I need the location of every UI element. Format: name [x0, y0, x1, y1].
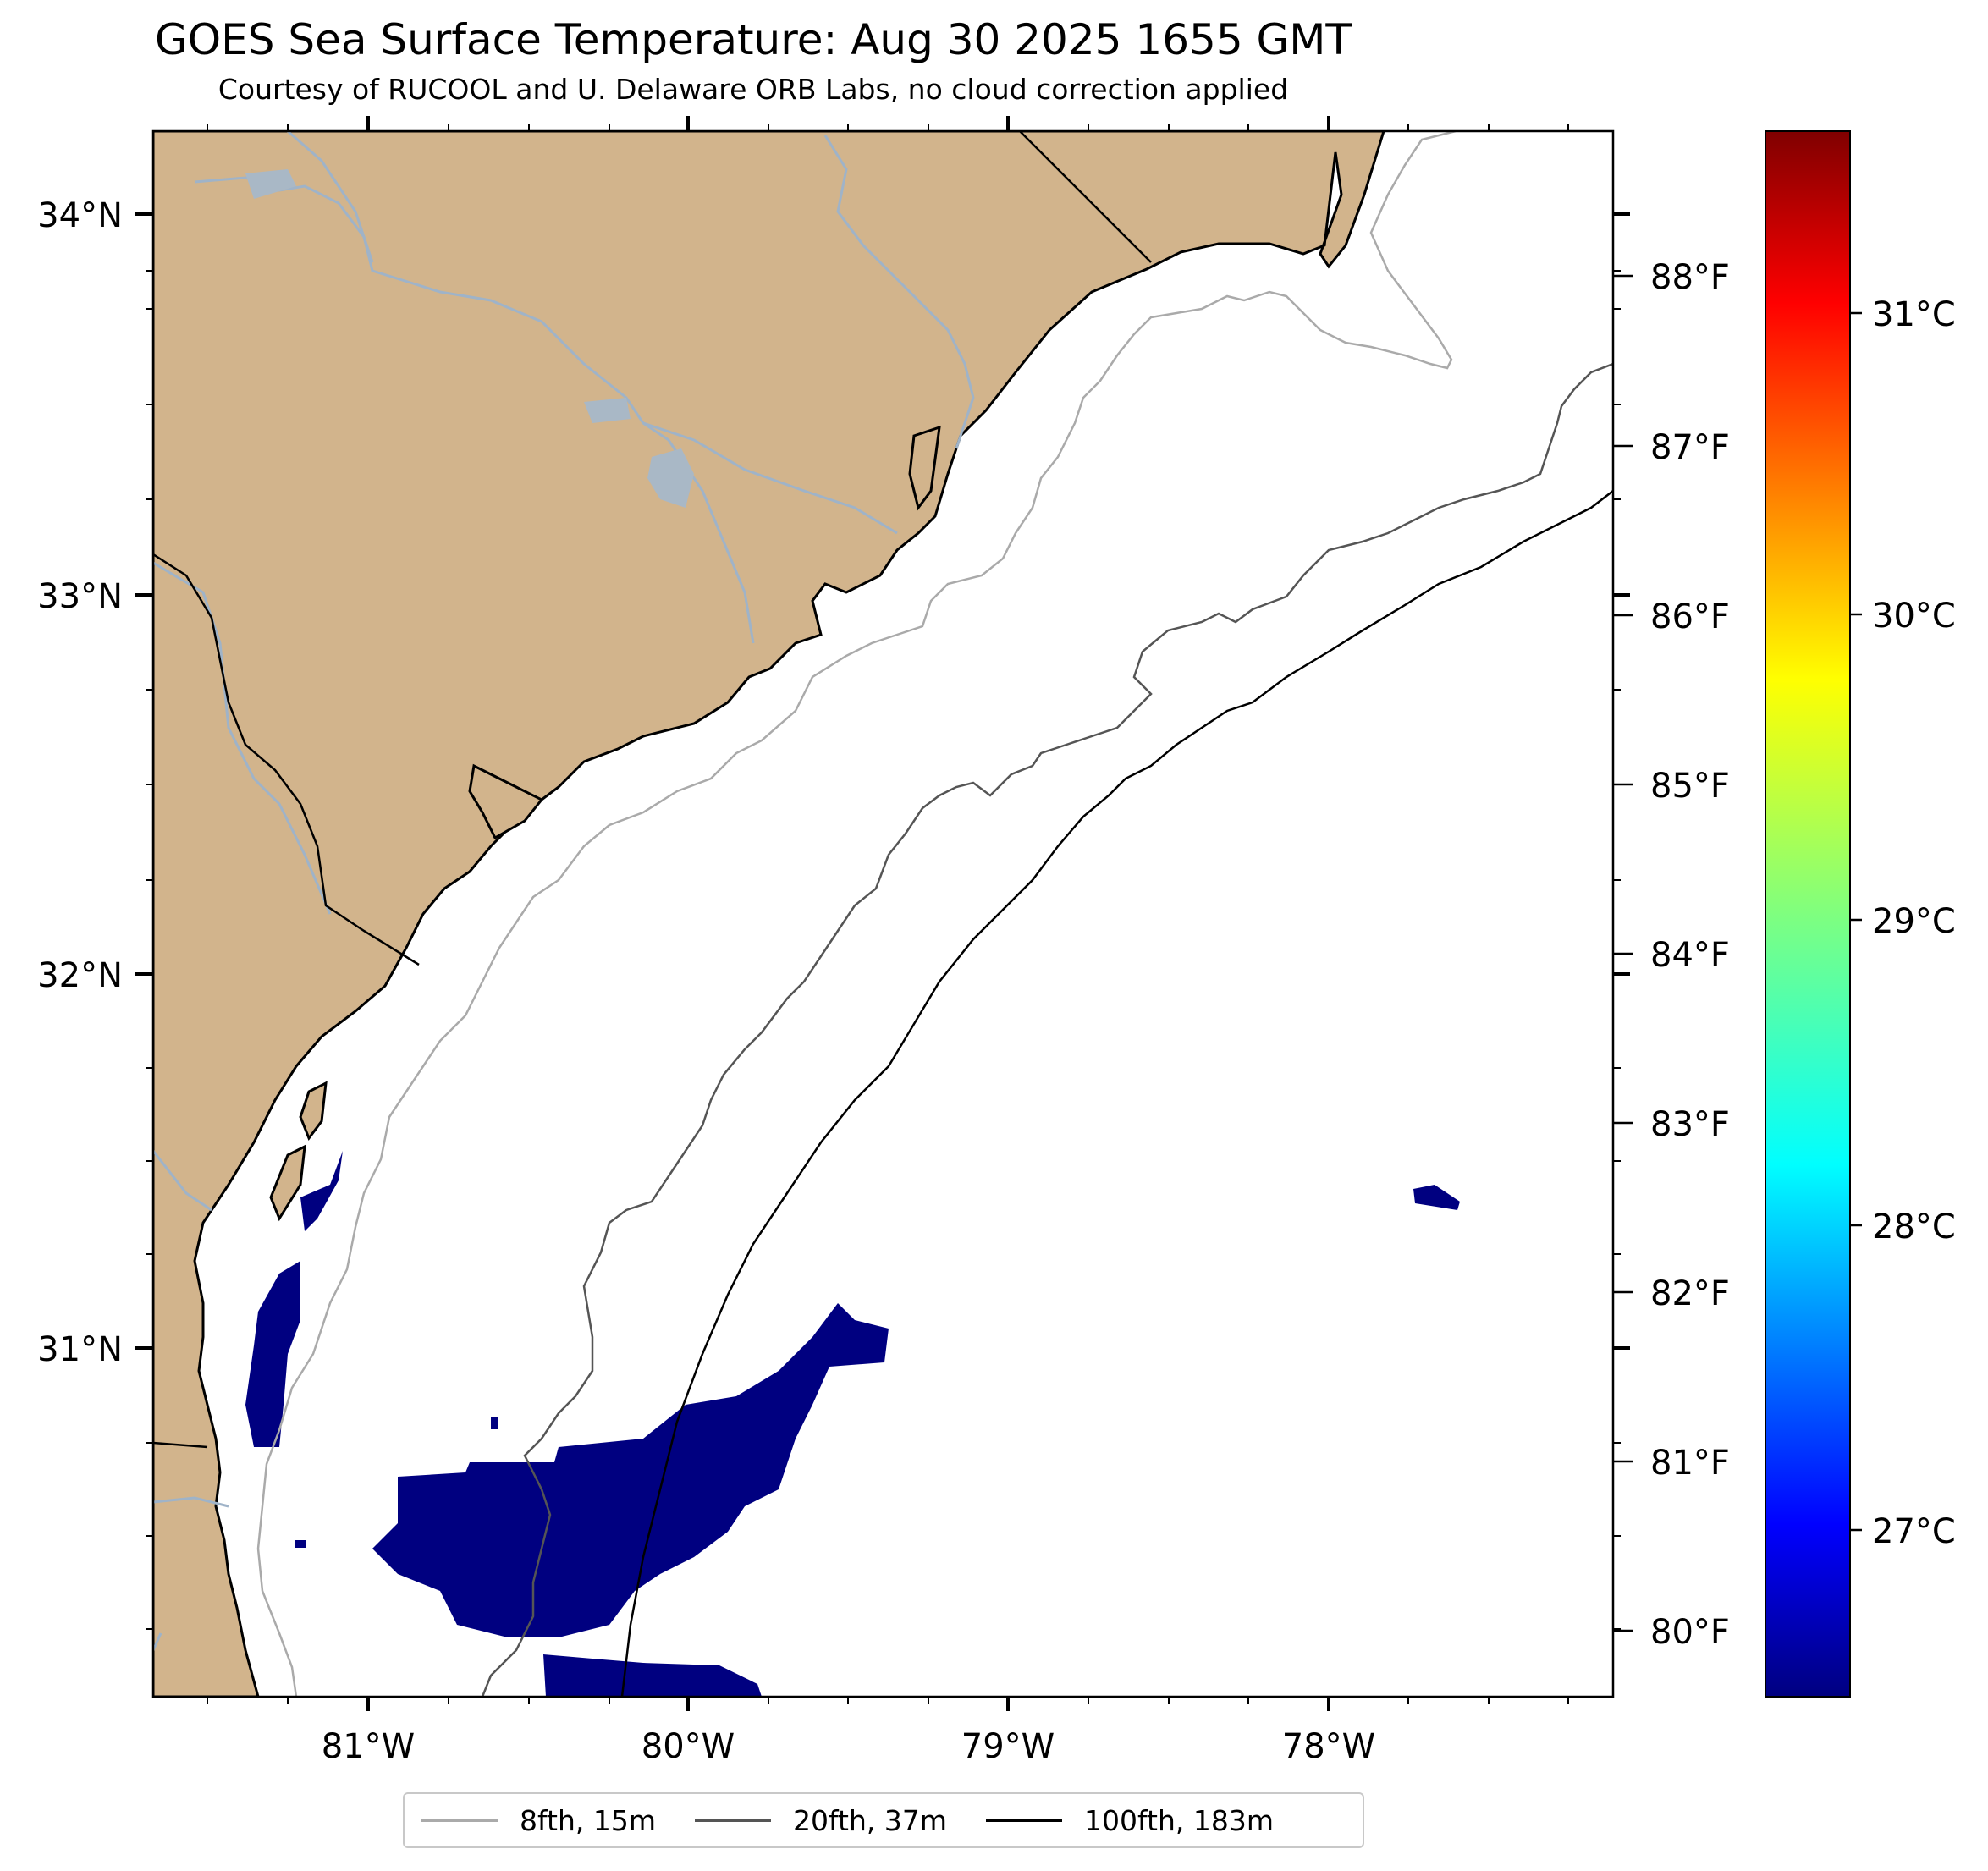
fahrenheit-ticks: [1613, 274, 1633, 1632]
celsius-label: 27°C: [1872, 1512, 1956, 1551]
fahrenheit-labels: 88°F 87°F 86°F 85°F 84°F 83°F 82°F 81°F …: [1650, 258, 1730, 1652]
celsius-label: 30°C: [1872, 597, 1956, 636]
lon-label: 78°W: [1282, 1727, 1375, 1766]
map-area: [153, 131, 1613, 1697]
state-borders: [153, 131, 1152, 1449]
legend-label: 100fth, 183m: [1084, 1803, 1275, 1837]
fahrenheit-label: 85°F: [1650, 767, 1730, 806]
fahrenheit-label: 84°F: [1650, 936, 1730, 975]
fahrenheit-label: 80°F: [1650, 1613, 1730, 1652]
fahrenheit-label: 87°F: [1650, 428, 1730, 467]
legend-label: 20fth, 37m: [793, 1803, 948, 1837]
lake: [584, 398, 631, 423]
colorbar: [1765, 130, 1851, 1698]
sst-patch-bottom: [543, 1654, 762, 1697]
fahrenheit-label: 86°F: [1650, 597, 1730, 636]
legend-line-20fth: [695, 1819, 772, 1822]
lake: [245, 169, 296, 199]
longitude-labels: 81°W 80°W 79°W 78°W: [322, 1727, 1375, 1766]
island: [269, 1144, 306, 1222]
celsius-label: 29°C: [1872, 902, 1956, 941]
fahrenheit-label: 83°F: [1650, 1105, 1730, 1144]
land-mass: [153, 131, 1385, 1697]
island: [908, 425, 941, 511]
sst-patch-main: [372, 1303, 889, 1637]
island: [299, 1081, 328, 1142]
contour-8fth: [256, 131, 1457, 1697]
celsius-label: 31°C: [1872, 295, 1956, 334]
lat-label: 34°N: [37, 196, 123, 235]
sst-patch-coast: [245, 1261, 300, 1447]
fahrenheit-label: 82°F: [1650, 1274, 1730, 1313]
lon-label: 80°W: [642, 1727, 735, 1766]
lon-label: 81°W: [322, 1727, 415, 1766]
lake: [647, 448, 694, 508]
sst-patch-coast2: [300, 1151, 343, 1231]
rivers: [153, 131, 975, 1651]
legend-item-8fth: 8fth, 15m: [421, 1804, 656, 1837]
minor-ticks: [146, 124, 1621, 1704]
tick-marks: [135, 116, 1630, 1711]
celsius-label: 28°C: [1872, 1208, 1956, 1246]
lat-label: 31°N: [37, 1330, 123, 1369]
legend-label: 8fth, 15m: [520, 1803, 657, 1837]
lat-label: 33°N: [37, 577, 123, 616]
fahrenheit-label: 88°F: [1650, 258, 1730, 297]
fahrenheit-label: 81°F: [1650, 1444, 1730, 1483]
sst-patch-east: [1413, 1185, 1460, 1210]
lon-label: 79°W: [961, 1727, 1055, 1766]
page-title: GOES Sea Surface Temperature: Aug 30 202…: [155, 15, 1352, 64]
sst-data-patches: [245, 1151, 1460, 1697]
legend-line-8fth: [421, 1819, 498, 1822]
page-subtitle: Courtesy of RUCOOL and U. Delaware ORB L…: [218, 73, 1289, 106]
legend-item-20fth: 20fth, 37m: [695, 1804, 947, 1837]
contour-100fth: [620, 490, 1613, 1697]
colorbar-ticks: [1850, 311, 1862, 1532]
lat-label: 32°N: [37, 956, 123, 995]
contour-20fth: [481, 362, 1613, 1697]
island: [468, 763, 544, 840]
map-frame: [151, 129, 1615, 1698]
latitude-labels: 34°N 33°N 32°N 31°N: [37, 196, 123, 1369]
legend-line-100fth: [986, 1819, 1063, 1822]
celsius-labels: 31°C 30°C 29°C 28°C 27°C: [1872, 295, 1956, 1551]
sst-pixel: [491, 1417, 498, 1429]
sst-pixel: [295, 1540, 306, 1548]
legend-item-100fth: 100fth, 183m: [986, 1804, 1274, 1837]
legend: 8fth, 15m 20fth, 37m 100fth, 183m: [403, 1792, 1364, 1848]
